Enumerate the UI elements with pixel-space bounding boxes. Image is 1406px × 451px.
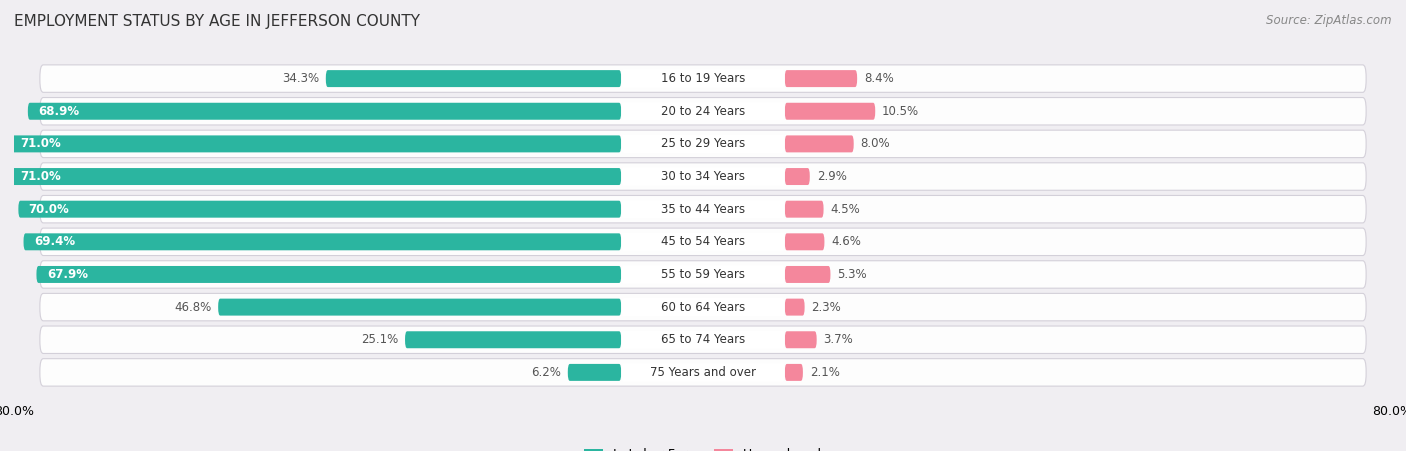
Text: 35 to 44 Years: 35 to 44 Years bbox=[661, 202, 745, 216]
Text: 46.8%: 46.8% bbox=[174, 301, 211, 313]
FancyBboxPatch shape bbox=[326, 70, 621, 87]
FancyBboxPatch shape bbox=[785, 135, 853, 152]
Text: 6.2%: 6.2% bbox=[531, 366, 561, 379]
FancyBboxPatch shape bbox=[621, 135, 785, 153]
FancyBboxPatch shape bbox=[621, 331, 785, 349]
FancyBboxPatch shape bbox=[785, 70, 858, 87]
FancyBboxPatch shape bbox=[39, 294, 1367, 321]
Text: 16 to 19 Years: 16 to 19 Years bbox=[661, 72, 745, 85]
FancyBboxPatch shape bbox=[621, 69, 785, 88]
FancyBboxPatch shape bbox=[785, 233, 824, 250]
FancyBboxPatch shape bbox=[621, 265, 785, 284]
Text: 3.7%: 3.7% bbox=[824, 333, 853, 346]
FancyBboxPatch shape bbox=[39, 97, 1367, 125]
FancyBboxPatch shape bbox=[785, 331, 817, 348]
FancyBboxPatch shape bbox=[39, 163, 1367, 190]
FancyBboxPatch shape bbox=[621, 167, 785, 186]
FancyBboxPatch shape bbox=[18, 201, 621, 218]
Text: 69.4%: 69.4% bbox=[34, 235, 75, 249]
FancyBboxPatch shape bbox=[39, 261, 1367, 288]
FancyBboxPatch shape bbox=[785, 201, 824, 218]
FancyBboxPatch shape bbox=[39, 326, 1367, 354]
FancyBboxPatch shape bbox=[28, 103, 621, 120]
Legend: In Labor Force, Unemployed: In Labor Force, Unemployed bbox=[579, 443, 827, 451]
Text: 4.6%: 4.6% bbox=[831, 235, 862, 249]
FancyBboxPatch shape bbox=[621, 200, 785, 218]
Text: 68.9%: 68.9% bbox=[38, 105, 79, 118]
FancyBboxPatch shape bbox=[568, 364, 621, 381]
Text: 70.0%: 70.0% bbox=[28, 202, 69, 216]
Text: 8.4%: 8.4% bbox=[865, 72, 894, 85]
FancyBboxPatch shape bbox=[785, 168, 810, 185]
Text: 71.0%: 71.0% bbox=[20, 138, 60, 150]
Text: 34.3%: 34.3% bbox=[281, 72, 319, 85]
FancyBboxPatch shape bbox=[39, 130, 1367, 157]
Text: 45 to 54 Years: 45 to 54 Years bbox=[661, 235, 745, 249]
Text: 2.1%: 2.1% bbox=[810, 366, 839, 379]
Text: Source: ZipAtlas.com: Source: ZipAtlas.com bbox=[1267, 14, 1392, 27]
FancyBboxPatch shape bbox=[621, 233, 785, 251]
Text: 30 to 34 Years: 30 to 34 Years bbox=[661, 170, 745, 183]
Text: EMPLOYMENT STATUS BY AGE IN JEFFERSON COUNTY: EMPLOYMENT STATUS BY AGE IN JEFFERSON CO… bbox=[14, 14, 420, 28]
FancyBboxPatch shape bbox=[621, 363, 785, 382]
Text: 2.9%: 2.9% bbox=[817, 170, 846, 183]
Text: 2.3%: 2.3% bbox=[811, 301, 841, 313]
Text: 67.9%: 67.9% bbox=[46, 268, 87, 281]
FancyBboxPatch shape bbox=[785, 299, 804, 316]
FancyBboxPatch shape bbox=[39, 195, 1367, 223]
FancyBboxPatch shape bbox=[39, 359, 1367, 386]
FancyBboxPatch shape bbox=[37, 266, 621, 283]
FancyBboxPatch shape bbox=[10, 135, 621, 152]
FancyBboxPatch shape bbox=[785, 266, 831, 283]
Text: 25 to 29 Years: 25 to 29 Years bbox=[661, 138, 745, 150]
FancyBboxPatch shape bbox=[39, 228, 1367, 256]
Text: 55 to 59 Years: 55 to 59 Years bbox=[661, 268, 745, 281]
FancyBboxPatch shape bbox=[785, 364, 803, 381]
Text: 5.3%: 5.3% bbox=[838, 268, 868, 281]
Text: 20 to 24 Years: 20 to 24 Years bbox=[661, 105, 745, 118]
Text: 71.0%: 71.0% bbox=[20, 170, 60, 183]
FancyBboxPatch shape bbox=[405, 331, 621, 348]
Text: 8.0%: 8.0% bbox=[860, 138, 890, 150]
FancyBboxPatch shape bbox=[621, 102, 785, 120]
Text: 75 Years and over: 75 Years and over bbox=[650, 366, 756, 379]
FancyBboxPatch shape bbox=[218, 299, 621, 316]
FancyBboxPatch shape bbox=[785, 103, 875, 120]
Text: 4.5%: 4.5% bbox=[831, 202, 860, 216]
FancyBboxPatch shape bbox=[621, 298, 785, 316]
Text: 10.5%: 10.5% bbox=[882, 105, 920, 118]
Text: 25.1%: 25.1% bbox=[361, 333, 398, 346]
Text: 65 to 74 Years: 65 to 74 Years bbox=[661, 333, 745, 346]
FancyBboxPatch shape bbox=[24, 233, 621, 250]
FancyBboxPatch shape bbox=[10, 168, 621, 185]
Text: 60 to 64 Years: 60 to 64 Years bbox=[661, 301, 745, 313]
FancyBboxPatch shape bbox=[39, 65, 1367, 92]
